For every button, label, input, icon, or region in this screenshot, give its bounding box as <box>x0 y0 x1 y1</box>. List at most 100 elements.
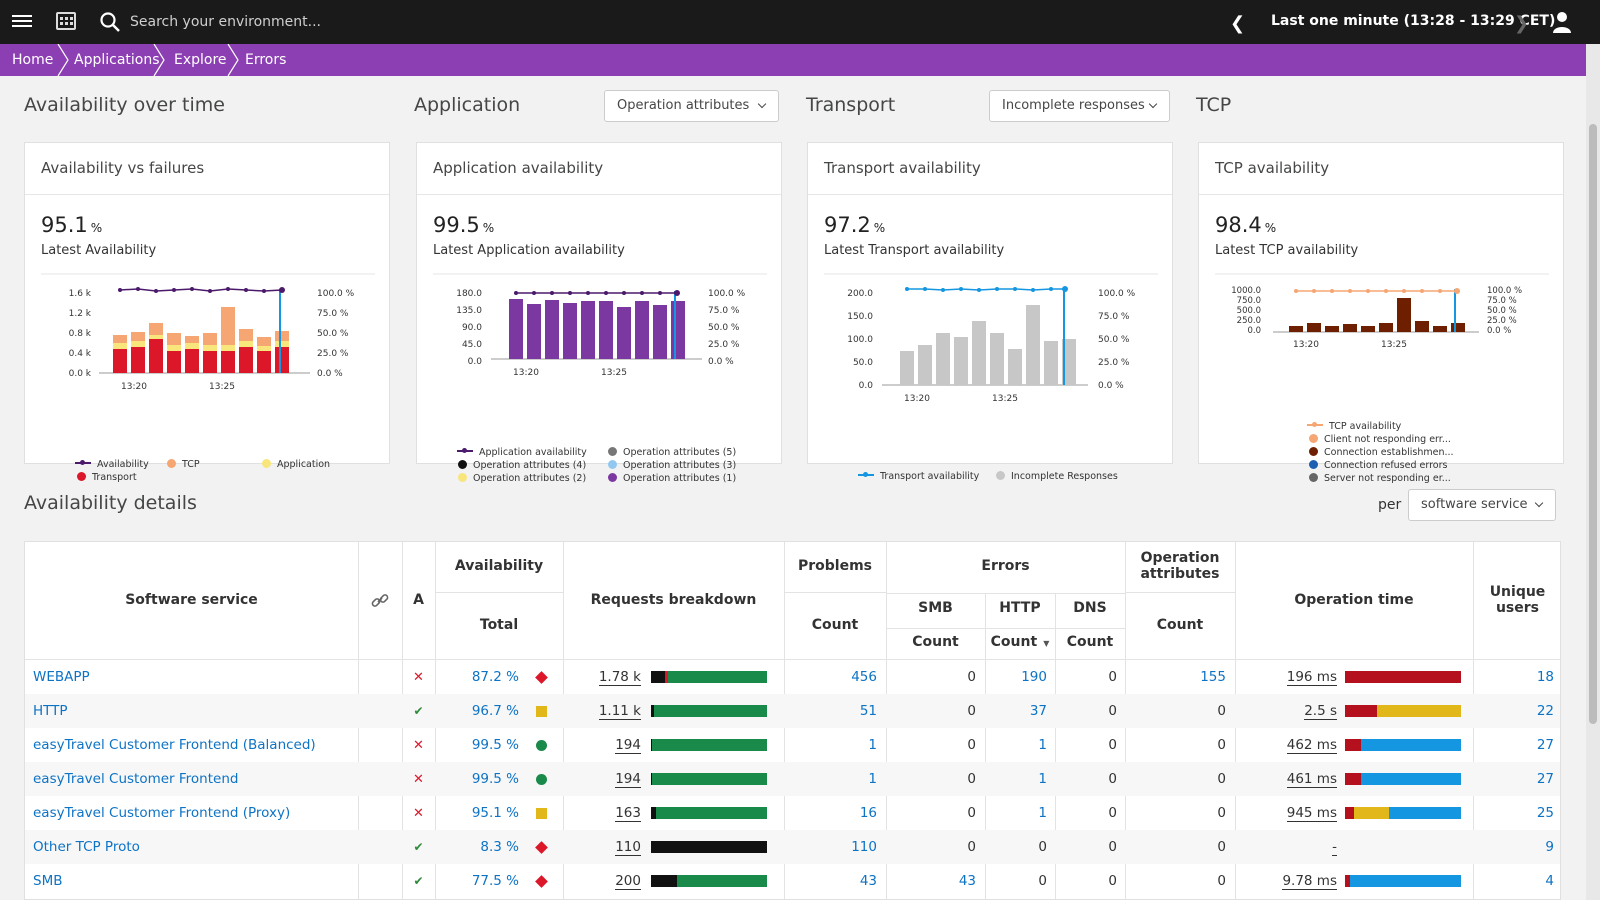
legend-operation-attributes-2[interactable]: Operation attributes (2) <box>458 473 586 484</box>
service-name-link[interactable]: easyTravel Customer Frontend (Balanced) <box>33 737 316 753</box>
problems-count[interactable]: 51 <box>859 703 877 719</box>
operation-time-value[interactable]: - <box>1332 839 1337 856</box>
legend-server-not-responding[interactable]: Server not responding er... <box>1309 473 1451 484</box>
table-row[interactable]: easyTravel Customer Frontend (Proxy) ✕ 95.… <box>25 796 1560 830</box>
col-requests-breakdown[interactable]: Requests breakdown <box>590 592 757 608</box>
problems-count[interactable]: 16 <box>859 805 877 821</box>
table-row[interactable]: WEBAPP ✕ 87.2 % 1.78 k 456 0 190 0 155 196 ms 18 <box>25 660 1560 694</box>
availability-value[interactable]: 8.3 % <box>480 839 519 855</box>
legend-client-not-responding[interactable]: Client not responding err... <box>1309 434 1451 445</box>
http-count[interactable]: 190 <box>1021 669 1047 685</box>
col-operation-attributes-count[interactable]: Count <box>1156 617 1204 633</box>
unique-users-count[interactable]: 4 <box>1545 873 1554 889</box>
col-dns-count[interactable]: Count <box>1066 634 1114 650</box>
unique-users-count[interactable]: 9 <box>1545 839 1554 855</box>
http-count[interactable]: 37 <box>1029 703 1047 719</box>
breadcrumb-home[interactable]: Home <box>12 52 54 68</box>
requests-count[interactable]: 194 <box>615 771 641 788</box>
service-name-link[interactable]: HTTP <box>33 703 68 719</box>
legend-operation-attributes-1[interactable]: Operation attributes (1) <box>608 473 736 484</box>
user-icon[interactable] <box>1552 11 1572 33</box>
service-name-link[interactable]: SMB <box>33 873 63 889</box>
per-dropdown[interactable]: software service <box>1408 489 1556 521</box>
service-name-link[interactable]: Other TCP Proto <box>33 839 140 855</box>
unique-users-count[interactable]: 18 <box>1536 669 1554 685</box>
breadcrumb-applications[interactable]: Applications <box>74 52 160 68</box>
transport-dropdown[interactable]: Incomplete responses <box>989 90 1170 122</box>
legend-operation-attributes-5[interactable]: Operation attributes (5) <box>608 447 736 458</box>
problems-count[interactable]: 1 <box>868 737 877 753</box>
table-row[interactable]: easyTravel Customer Frontend (Balanced) ✕… <box>25 728 1560 762</box>
unique-users-count[interactable]: 25 <box>1536 805 1554 821</box>
operation-time-value[interactable]: 9.78 ms <box>1282 873 1337 890</box>
http-count[interactable]: 1 <box>1038 805 1047 821</box>
operation-time-value[interactable]: 196 ms <box>1286 669 1337 686</box>
application-dropdown[interactable]: Operation attributes <box>604 90 779 122</box>
smb-count[interactable]: 43 <box>958 873 976 889</box>
timeframe-next-button[interactable]: ❯ <box>1514 13 1530 34</box>
legend-transport[interactable]: Transport <box>77 472 137 483</box>
unique-users-count[interactable]: 22 <box>1536 703 1554 719</box>
problems-count[interactable]: 1 <box>868 771 877 787</box>
unique-users-count[interactable]: 27 <box>1536 737 1554 753</box>
problems-count[interactable]: 43 <box>859 873 877 889</box>
availability-value[interactable]: 87.2 % <box>471 669 519 685</box>
legend-connection-establishment[interactable]: Connection establishmen... <box>1309 447 1454 458</box>
legend-application[interactable]: Application <box>262 459 330 470</box>
problems-count[interactable]: 110 <box>851 839 877 855</box>
service-name-link[interactable]: easyTravel Customer Frontend (Proxy) <box>33 805 291 821</box>
legend-transport-availability[interactable]: Transport availability <box>858 471 979 482</box>
operation-attributes-count[interactable]: 155 <box>1200 669 1226 685</box>
operation-time-value[interactable]: 461 ms <box>1286 771 1337 788</box>
legend-operation-attributes-4[interactable]: Operation attributes (4) <box>458 460 586 471</box>
breadcrumb-explore[interactable]: Explore <box>174 52 227 68</box>
legend-operation-attributes-3[interactable]: Operation attributes (3) <box>608 460 736 471</box>
operation-time-value[interactable]: 2.5 s <box>1304 703 1337 720</box>
operation-time-value[interactable]: 462 ms <box>1286 737 1337 754</box>
table-row[interactable]: SMB ✔ 77.5 % 200 43 43 0 0 0 9.78 ms 4 <box>25 864 1560 898</box>
dashboard-icon[interactable] <box>56 12 76 30</box>
http-count[interactable]: 1 <box>1038 737 1047 753</box>
timeframe-label[interactable]: Last one minute (13:28 - 13:29 CET) <box>1271 13 1556 29</box>
col-software-service[interactable]: Software service <box>125 592 258 608</box>
http-count[interactable]: 1 <box>1038 771 1047 787</box>
col-http-count[interactable]: Count ▼ <box>990 634 1050 650</box>
requests-count[interactable]: 1.11 k <box>598 703 641 720</box>
menu-icon[interactable] <box>12 12 32 32</box>
col-problems-count[interactable]: Count <box>811 617 859 633</box>
requests-count[interactable]: 110 <box>615 839 641 856</box>
col-availability-total[interactable]: Total <box>479 617 519 633</box>
requests-count[interactable]: 200 <box>615 873 641 890</box>
legend-application-availability[interactable]: Application availability <box>457 447 587 458</box>
legend-tcp[interactable]: TCP <box>167 459 200 470</box>
unique-users-count[interactable]: 27 <box>1536 771 1554 787</box>
requests-count[interactable]: 194 <box>615 737 641 754</box>
table-row[interactable]: easyTravel Customer Frontend ✕ 99.5 % 194 1 0… <box>25 762 1560 796</box>
legend-connection-refused[interactable]: Connection refused errors <box>1309 460 1447 471</box>
availability-value[interactable]: 99.5 % <box>471 737 519 753</box>
service-name-link[interactable]: WEBAPP <box>33 669 90 685</box>
availability-value[interactable]: 95.1 % <box>471 805 519 821</box>
scrollbar-thumb[interactable] <box>1589 124 1597 724</box>
legend-tcp-availability[interactable]: TCP availability <box>1307 421 1401 432</box>
col-unique-users[interactable]: Unique users <box>1489 584 1546 616</box>
col-smb-count[interactable]: Count <box>912 634 959 650</box>
breadcrumb-errors[interactable]: Errors <box>245 52 287 68</box>
timeframe-prev-button[interactable]: ❮ <box>1230 13 1246 34</box>
availability-value[interactable]: 77.5 % <box>471 873 519 889</box>
operation-time-value[interactable]: 945 ms <box>1286 805 1337 822</box>
service-name-link[interactable]: easyTravel Customer Frontend <box>33 771 239 787</box>
legend-incomplete-responses[interactable]: Incomplete Responses <box>996 471 1118 482</box>
scrollbar[interactable] <box>1586 44 1600 900</box>
col-a[interactable]: A <box>413 592 424 608</box>
requests-count[interactable]: 1.78 k <box>598 669 641 686</box>
table-row[interactable]: HTTP ✔ 96.7 % 1.11 k 51 0 37 0 0 2.5 s 22 <box>25 694 1560 728</box>
requests-count[interactable]: 163 <box>615 805 641 822</box>
problems-count[interactable]: 456 <box>851 669 877 685</box>
col-operation-time[interactable]: Operation time <box>1294 592 1414 608</box>
legend-availability[interactable]: Availability <box>75 459 149 470</box>
availability-value[interactable]: 96.7 % <box>471 703 519 719</box>
availability-value[interactable]: 99.5 % <box>471 771 519 787</box>
search-input[interactable] <box>130 10 530 34</box>
